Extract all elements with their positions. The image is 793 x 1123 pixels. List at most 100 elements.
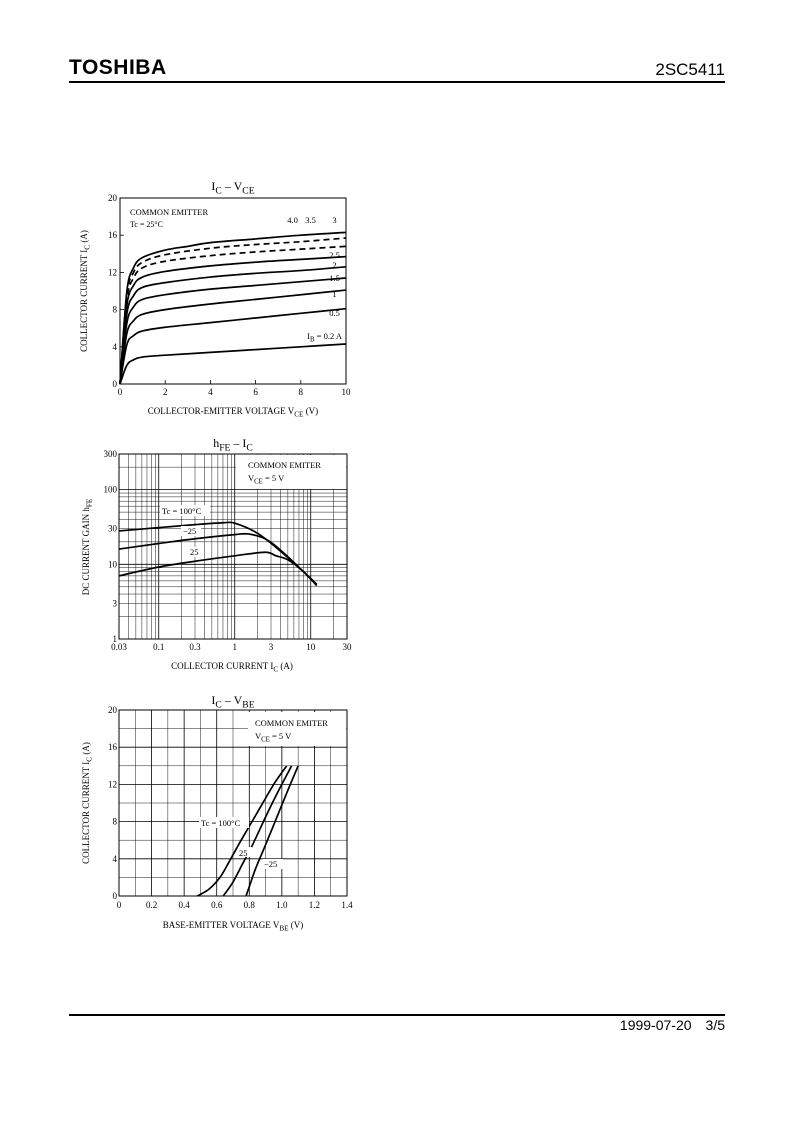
series-label: Tc = 100°C <box>162 506 202 516</box>
chart-title: IC – VCE <box>211 179 254 197</box>
x-tick-label: 1 <box>232 642 237 652</box>
series-line <box>196 765 288 897</box>
series-label: Tc = 100°C <box>201 818 241 828</box>
x-tick-label: 3 <box>269 642 274 652</box>
series-line <box>222 765 293 897</box>
y-axis-label: DC CURRENT GAIN hFE <box>81 498 94 595</box>
x-axis-label: COLLECTOR-EMITTER VOLTAGE VCE (V) <box>148 406 318 419</box>
series-label-bg <box>160 505 210 516</box>
x-tick-label: 0.4 <box>179 900 191 910</box>
series-label: −25 <box>183 526 196 536</box>
y-tick-label: 8 <box>113 817 118 827</box>
curve-label: 4.0 <box>287 215 298 225</box>
x-tick-label: 1.0 <box>276 900 288 910</box>
x-tick-label: 1.2 <box>309 900 320 910</box>
y-tick-label: 0 <box>113 379 118 389</box>
y-tick-label: 3 <box>113 598 118 608</box>
plot-frame <box>118 709 348 897</box>
y-tick-label: 12 <box>108 267 117 277</box>
annotation-mode: COMMON EMITER <box>255 718 328 728</box>
part-number: 2SC5411 <box>655 60 725 79</box>
annotation-temp: Tc = 25°C <box>130 220 163 229</box>
header-rule <box>69 81 725 83</box>
series-line <box>119 289 347 385</box>
series-line <box>119 277 347 385</box>
footer-rule <box>69 1014 725 1016</box>
y-tick-label: 20 <box>108 705 118 715</box>
series-label: 25 <box>239 848 248 858</box>
series-line <box>245 765 299 897</box>
x-tick-label: 0.2 <box>146 900 157 910</box>
curve-label: 1 <box>332 289 336 299</box>
x-tick-label: 0.3 <box>189 642 201 652</box>
x-axis-label: BASE-EMITTER VOLTAGE VBE (V) <box>163 920 304 933</box>
y-tick-label: 4 <box>113 854 118 864</box>
footer-date: 1999-07-20 <box>619 1017 692 1033</box>
series-label-bg <box>199 817 249 828</box>
x-tick-label: 6 <box>253 387 258 397</box>
series-line <box>119 245 347 385</box>
chart-hfe-ic: hFE – IC COMMON EMITER VCE = 5 V 0.03 0.1 0.3… <box>81 436 353 674</box>
y-axis-label: COLLECTOR CURRENT IC (A) <box>81 742 94 864</box>
y-tick-label: 30 <box>108 524 118 534</box>
x-tick-label: 30 <box>343 642 353 652</box>
x-axis-label: COLLECTOR CURRENT IC (A) <box>171 661 293 674</box>
y-tick-label: 16 <box>108 230 118 240</box>
series-line <box>119 231 347 385</box>
x-tick-label: 0.1 <box>153 642 164 652</box>
chart-title: hFE – IC <box>213 436 253 454</box>
chart-title: IC – VBE <box>211 693 254 711</box>
footer-page: 3/5 <box>705 1017 725 1033</box>
series-line <box>119 265 347 385</box>
y-tick-label: 16 <box>108 742 118 752</box>
series-label-bg <box>263 859 283 869</box>
annotation-vce: VCE = 5 V <box>248 473 285 486</box>
series-line <box>118 551 318 587</box>
series-label: −25 <box>264 859 277 869</box>
brand-logo: TOSHIBA <box>69 56 167 79</box>
x-tick-label: 0 <box>117 900 122 910</box>
series-label-bg <box>238 847 252 857</box>
y-tick-label: 12 <box>108 779 117 789</box>
annotation-vce: VCE = 5 V <box>255 731 292 744</box>
plot-frame <box>119 197 347 385</box>
y-tick-label: 1 <box>113 634 118 644</box>
y-tick-label: 0 <box>113 891 118 901</box>
x-tick-label: 4 <box>208 387 213 397</box>
annotation-mode: COMMON EMITTER <box>130 207 208 217</box>
x-tick-label: 0 <box>118 387 123 397</box>
curve-label: 2.5 <box>329 250 340 260</box>
series-line <box>119 343 347 385</box>
x-tick-label: 10 <box>306 642 316 652</box>
series-label-bg <box>181 526 201 536</box>
x-tick-label: 10 <box>342 387 352 397</box>
curve-label: 3 <box>332 215 336 225</box>
curve-label: 1.5 <box>329 273 340 283</box>
series-line <box>119 255 347 385</box>
series-label-bg <box>189 547 203 557</box>
curve-label: 3.5 <box>305 215 316 225</box>
y-tick-label: 4 <box>113 342 118 352</box>
legend-box <box>248 712 346 746</box>
y-tick-label: 20 <box>108 193 118 203</box>
x-tick-label: 2 <box>163 387 168 397</box>
y-tick-label: 10 <box>108 559 118 569</box>
y-tick-label: 300 <box>104 449 118 459</box>
base-current-label: IB = 0.2 A <box>307 331 343 344</box>
curve-label: 0.5 <box>329 308 340 318</box>
x-tick-label: 8 <box>299 387 304 397</box>
series-line <box>119 307 347 385</box>
footer: 1999-07-20 3/5 <box>606 1017 725 1033</box>
y-tick-label: 8 <box>113 305 118 315</box>
x-tick-label: 0.8 <box>244 900 256 910</box>
legend-box <box>236 455 346 489</box>
x-tick-label: 0.03 <box>111 642 127 652</box>
x-tick-label: 1.4 <box>341 900 353 910</box>
x-tick-label: 0.6 <box>211 900 223 910</box>
annotation-mode: COMMON EMITER <box>248 460 321 470</box>
y-tick-label: 100 <box>104 485 118 495</box>
series-label: 25 <box>190 547 199 557</box>
curve-label: 2 <box>332 260 336 270</box>
